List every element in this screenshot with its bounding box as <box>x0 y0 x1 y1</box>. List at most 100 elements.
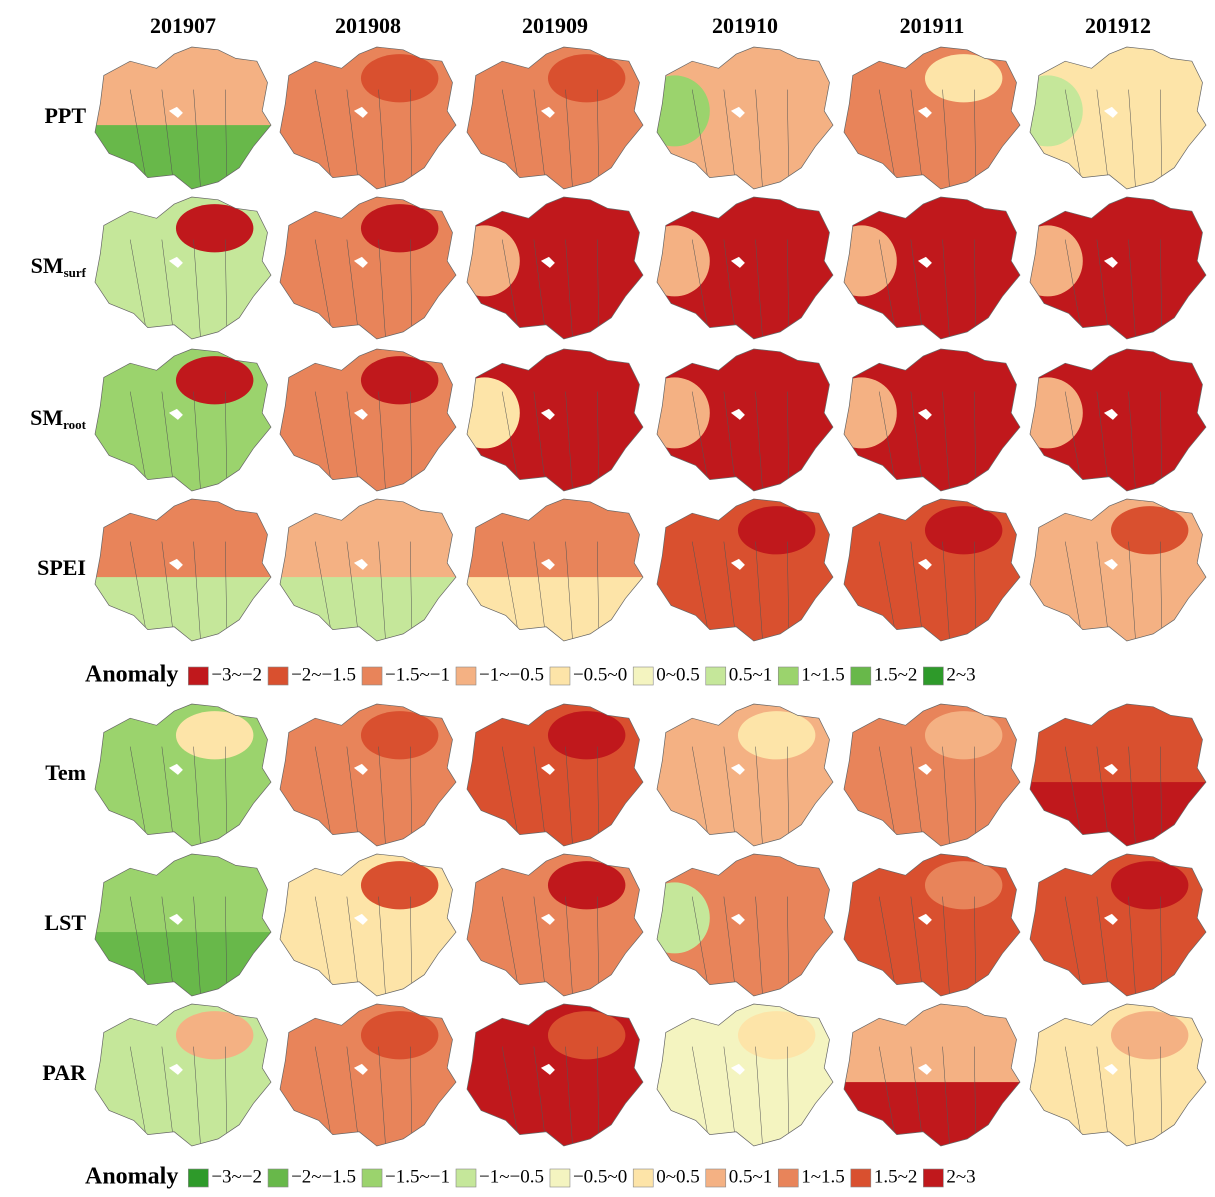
legend-swatch <box>778 1169 798 1187</box>
map <box>467 704 643 846</box>
map-patch <box>738 711 815 759</box>
map <box>280 197 456 339</box>
row-label-sub: surf <box>64 265 87 280</box>
legend-label: 1.5~2 <box>874 1166 918 1187</box>
legend-swatch <box>851 667 871 685</box>
map <box>280 47 456 189</box>
map-patch <box>844 1082 1020 1146</box>
map <box>844 704 1020 846</box>
map <box>1012 349 1206 491</box>
map <box>657 499 833 641</box>
map <box>280 499 456 641</box>
map-patch <box>639 882 709 953</box>
map <box>95 197 271 339</box>
row-label-main: PPT <box>44 103 86 128</box>
legend-label: −3~−2 <box>211 664 262 685</box>
map-patch <box>1012 75 1082 146</box>
legend-label: −1~−0.5 <box>479 664 544 685</box>
legend-label: 0~0.5 <box>656 1166 700 1187</box>
map-patch <box>449 377 519 448</box>
map <box>449 349 643 491</box>
legend-label: 0~0.5 <box>656 664 700 685</box>
map-patch <box>95 125 271 189</box>
map-patch <box>1012 225 1082 296</box>
map-patch <box>1111 506 1188 554</box>
map-patch <box>467 577 643 641</box>
map <box>639 349 833 491</box>
map-patch <box>361 356 438 404</box>
map-patch <box>548 711 625 759</box>
map-patch <box>361 204 438 252</box>
map <box>1012 197 1206 339</box>
map <box>467 854 643 996</box>
map-patch <box>1012 377 1082 448</box>
map-patch <box>738 1011 815 1059</box>
row-label: PAR <box>42 1060 87 1085</box>
legend-swatch <box>268 1169 288 1187</box>
legend-label: −1.5~−1 <box>385 664 450 685</box>
map <box>95 854 271 996</box>
map <box>467 1004 643 1146</box>
legend-label: −1~−0.5 <box>479 1166 544 1187</box>
column-header: 201908 <box>335 13 401 38</box>
map <box>95 499 271 641</box>
map <box>95 1004 271 1146</box>
map <box>449 197 643 339</box>
map-patch <box>361 1011 438 1059</box>
map <box>657 1004 833 1146</box>
row-label-sub: root <box>63 417 87 432</box>
column-header: 201912 <box>1085 13 1151 38</box>
map-patch <box>176 1011 253 1059</box>
map-patch <box>95 932 271 996</box>
map <box>280 349 456 491</box>
column-header: 201911 <box>900 13 965 38</box>
row-label-main: LST <box>44 910 86 935</box>
legend-swatch <box>778 667 798 685</box>
legend-swatch <box>268 667 288 685</box>
map-patch <box>826 377 896 448</box>
column-header: 201907 <box>150 13 216 38</box>
legend-title: Anomaly <box>85 662 178 688</box>
map-patch <box>280 577 456 641</box>
map <box>95 704 271 846</box>
map-patch <box>548 1011 625 1059</box>
legend-swatch <box>706 667 726 685</box>
map-patch <box>639 377 709 448</box>
map <box>95 349 271 491</box>
map <box>1030 1004 1206 1146</box>
row-label: Tem <box>45 760 86 785</box>
map <box>826 197 1020 339</box>
map-patch <box>826 225 896 296</box>
legend-swatch <box>456 667 476 685</box>
legend-label: −0.5~0 <box>573 1166 627 1187</box>
map <box>467 47 643 189</box>
legend-label: −2~−1.5 <box>291 1166 356 1187</box>
map <box>280 1004 456 1146</box>
legend-swatch <box>362 1169 382 1187</box>
map <box>639 854 833 996</box>
map <box>844 499 1020 641</box>
map-patch <box>548 861 625 909</box>
row-label-main: SM <box>31 253 64 278</box>
legend-swatch <box>188 667 208 685</box>
legend-label: 0.5~1 <box>729 664 773 685</box>
legend-label: 2~3 <box>946 1166 975 1187</box>
map <box>1030 704 1206 846</box>
row-label: SMsurf <box>31 253 87 280</box>
map <box>1030 854 1206 996</box>
row-label-main: SPEI <box>37 555 86 580</box>
map-patch <box>925 54 1002 102</box>
legend-swatch <box>188 1169 208 1187</box>
map-patch <box>548 54 625 102</box>
legend-swatch <box>851 1169 871 1187</box>
legend-swatch <box>923 1169 943 1187</box>
legend-label: 2~3 <box>946 664 975 685</box>
map-patch <box>639 225 709 296</box>
map-patch <box>738 506 815 554</box>
column-header: 201909 <box>522 13 588 38</box>
legend-swatch <box>456 1169 476 1187</box>
row-label: PPT <box>44 103 86 128</box>
map-patch <box>925 861 1002 909</box>
row-label: SPEI <box>37 555 86 580</box>
map-patch <box>95 577 271 641</box>
